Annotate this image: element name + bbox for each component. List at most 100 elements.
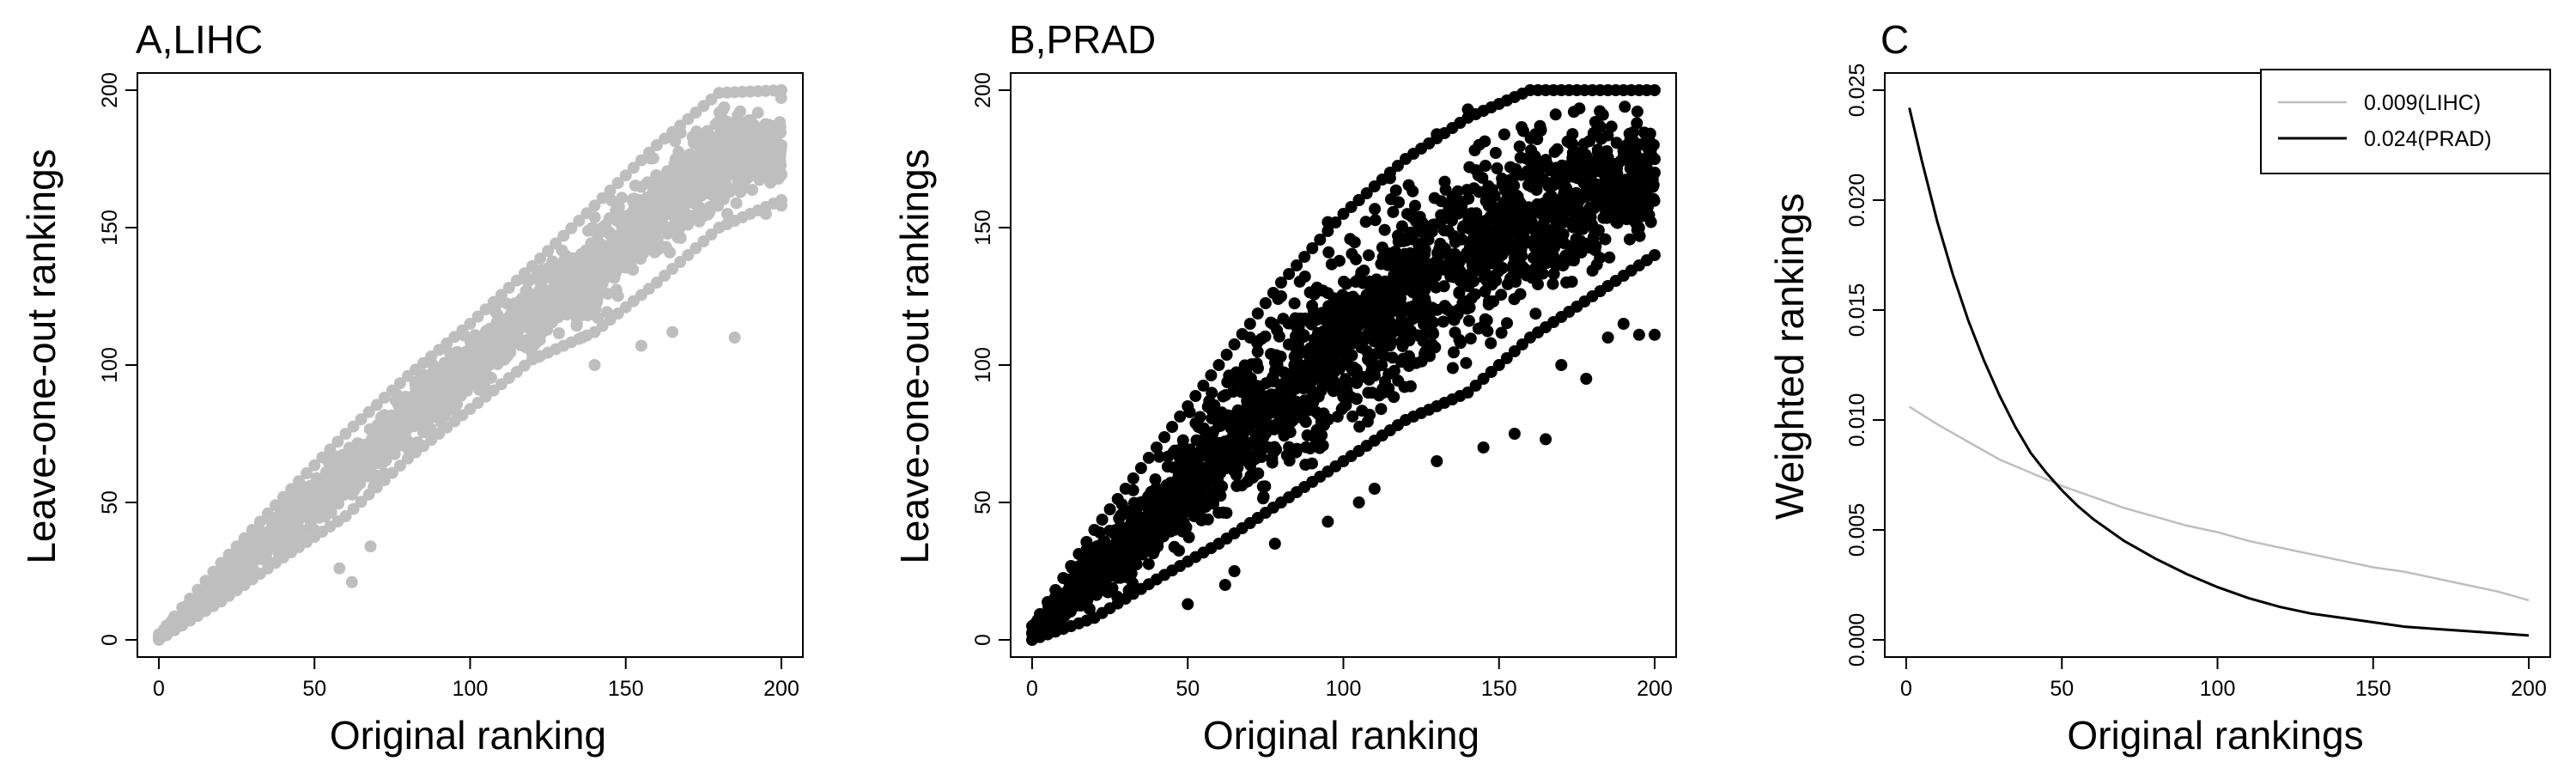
- y-tick-label: 50: [971, 490, 995, 514]
- scatter-point: [1155, 487, 1168, 500]
- scatter-point: [1560, 276, 1573, 289]
- scatter-point: [191, 596, 204, 609]
- scatter-point: [1511, 267, 1523, 280]
- scatter-point: [1303, 442, 1316, 455]
- scatter-point: [1461, 184, 1473, 197]
- scatter-point: [261, 534, 274, 547]
- scatter-point: [693, 141, 706, 154]
- y-tick-label: 0: [98, 634, 122, 646]
- scatter-point: [775, 84, 787, 96]
- scatter-point: [269, 499, 282, 512]
- scatter-point: [1267, 394, 1279, 406]
- scatter-point: [1375, 403, 1388, 416]
- scatter-point: [1057, 572, 1070, 584]
- scatter-point: [1182, 598, 1194, 611]
- scatter-point: [1142, 452, 1155, 464]
- panel-title: A,LIHC: [136, 17, 263, 62]
- scatter-point: [553, 327, 565, 339]
- scatter-point: [1472, 169, 1485, 181]
- scatter-point: [1348, 236, 1361, 249]
- scatter-point: [1389, 184, 1402, 197]
- scatter-point: [666, 263, 679, 275]
- scatter-point: [1424, 350, 1436, 362]
- scatter-point: [1590, 259, 1603, 271]
- scatter-point: [550, 307, 563, 320]
- scatter-point: [1385, 193, 1397, 205]
- x-tick-label: 200: [1637, 677, 1673, 701]
- scatter-point: [207, 565, 220, 578]
- scatter-point: [1329, 380, 1342, 393]
- scatter-point: [1259, 297, 1272, 309]
- scatter-point: [588, 359, 601, 371]
- scatter-point: [1233, 453, 1246, 466]
- scatter-point: [648, 176, 660, 189]
- scatter-point: [1580, 373, 1593, 385]
- scatter-point: [1115, 508, 1128, 521]
- scatter-point: [1404, 327, 1417, 339]
- scatter-point: [1647, 192, 1660, 205]
- scatter-point: [683, 148, 696, 161]
- scatter-point: [246, 524, 258, 536]
- scatter-point: [1601, 332, 1614, 344]
- scatter-point: [1524, 163, 1536, 176]
- scatter-point: [1173, 545, 1185, 557]
- scatter-point: [1610, 137, 1623, 149]
- scatter-point: [339, 510, 352, 522]
- scatter-point: [542, 245, 555, 258]
- scatter-point: [1321, 345, 1334, 357]
- scatter-point: [1454, 275, 1467, 288]
- scatter-point: [737, 134, 750, 146]
- scatter-point: [1589, 116, 1601, 128]
- scatter-point: [641, 192, 654, 204]
- scatter-point: [1649, 328, 1661, 341]
- scatter-point: [1340, 393, 1352, 406]
- scatter-point: [674, 232, 687, 244]
- scatter-point: [597, 221, 610, 234]
- scatter-point: [1479, 195, 1492, 207]
- scatter-point: [1315, 429, 1328, 441]
- scatter-point: [355, 496, 368, 508]
- scatter-point: [1162, 450, 1175, 463]
- x-tick-label: 0: [1900, 677, 1912, 701]
- scatter-point: [1627, 126, 1639, 138]
- scatter-point: [1340, 277, 1352, 290]
- x-tick-label: 200: [2511, 677, 2547, 701]
- scatter-point: [1355, 266, 1368, 279]
- scatter-point: [653, 242, 665, 255]
- scatter-point: [1236, 479, 1249, 492]
- scatter-point: [386, 425, 398, 438]
- scatter-point: [668, 204, 681, 217]
- x-tick-label: 100: [453, 677, 489, 701]
- scatter-point: [746, 184, 758, 196]
- scatter-point: [1472, 322, 1485, 335]
- scatter-point: [1418, 318, 1431, 331]
- scatter-point: [230, 540, 243, 553]
- scatter-point: [1461, 103, 1474, 116]
- scatter-point: [1049, 605, 1062, 618]
- scatter-point: [499, 349, 512, 361]
- scatter-point: [1438, 175, 1451, 188]
- scatter-point: [1142, 557, 1155, 570]
- scatter-point: [1463, 301, 1476, 314]
- scatter-point: [1485, 366, 1498, 378]
- scatter-point: [1492, 254, 1504, 267]
- scatter-point: [502, 326, 515, 339]
- scatter-point: [1468, 144, 1481, 156]
- scatter-point: [331, 435, 344, 448]
- scatter-point: [1360, 187, 1373, 199]
- scatter-point: [1566, 217, 1579, 230]
- scatter-point: [1034, 619, 1047, 632]
- scatter-point: [728, 332, 741, 344]
- scatter-point: [532, 350, 545, 363]
- scatter-point: [1236, 425, 1249, 437]
- scatter-point: [1577, 164, 1590, 176]
- scatter-point: [1637, 196, 1649, 209]
- scatter-point: [1376, 359, 1388, 371]
- scatter-point: [1321, 515, 1334, 528]
- scatter-point: [1501, 277, 1514, 290]
- scatter-point: [1428, 218, 1441, 231]
- scatter-point: [409, 378, 422, 391]
- scatter-point: [1298, 251, 1311, 263]
- scatter-point: [1305, 318, 1318, 331]
